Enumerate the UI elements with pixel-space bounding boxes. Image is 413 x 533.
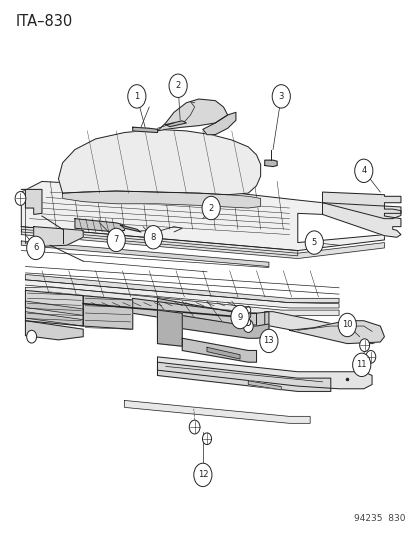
Polygon shape xyxy=(322,203,400,237)
Polygon shape xyxy=(206,348,240,359)
Polygon shape xyxy=(21,227,297,256)
Circle shape xyxy=(259,329,277,353)
Circle shape xyxy=(202,433,211,445)
Text: 2: 2 xyxy=(208,204,213,213)
Polygon shape xyxy=(25,321,83,340)
Polygon shape xyxy=(133,127,157,133)
Polygon shape xyxy=(124,400,309,423)
Circle shape xyxy=(128,85,145,108)
Polygon shape xyxy=(21,189,42,214)
Text: 7: 7 xyxy=(113,236,119,245)
Polygon shape xyxy=(157,298,256,325)
Polygon shape xyxy=(165,121,186,127)
Text: 3: 3 xyxy=(278,92,283,101)
Polygon shape xyxy=(289,321,384,344)
Polygon shape xyxy=(25,290,83,326)
Polygon shape xyxy=(202,112,235,135)
Text: 94235  830: 94235 830 xyxy=(353,514,404,523)
Polygon shape xyxy=(33,227,83,246)
Text: 6: 6 xyxy=(33,244,38,253)
Circle shape xyxy=(271,85,290,108)
Circle shape xyxy=(26,330,36,343)
Polygon shape xyxy=(264,312,380,344)
Text: 8: 8 xyxy=(150,233,156,242)
Circle shape xyxy=(107,228,125,252)
Polygon shape xyxy=(25,312,83,326)
Text: 5: 5 xyxy=(311,238,316,247)
Circle shape xyxy=(245,307,250,313)
Circle shape xyxy=(243,320,253,333)
Circle shape xyxy=(365,351,375,364)
Polygon shape xyxy=(264,160,276,166)
Circle shape xyxy=(144,225,162,249)
Polygon shape xyxy=(157,362,330,391)
Circle shape xyxy=(304,231,323,254)
Text: 13: 13 xyxy=(263,336,273,345)
Circle shape xyxy=(337,313,356,337)
Polygon shape xyxy=(322,192,400,219)
Circle shape xyxy=(354,159,372,182)
Circle shape xyxy=(359,339,369,352)
Text: 12: 12 xyxy=(197,471,208,479)
Polygon shape xyxy=(25,280,338,308)
Polygon shape xyxy=(21,241,268,266)
Text: 1: 1 xyxy=(134,92,139,101)
Circle shape xyxy=(245,312,250,319)
Circle shape xyxy=(202,196,220,220)
Circle shape xyxy=(169,74,187,98)
Polygon shape xyxy=(157,310,182,346)
Circle shape xyxy=(26,236,45,260)
Polygon shape xyxy=(58,130,260,195)
Polygon shape xyxy=(21,181,384,251)
Polygon shape xyxy=(157,99,227,131)
Circle shape xyxy=(352,353,370,376)
Polygon shape xyxy=(157,357,371,389)
Circle shape xyxy=(193,463,211,487)
Text: ITA–830: ITA–830 xyxy=(15,14,72,29)
Polygon shape xyxy=(21,229,384,259)
Polygon shape xyxy=(120,225,141,232)
Polygon shape xyxy=(157,312,268,338)
Polygon shape xyxy=(248,381,280,390)
Circle shape xyxy=(230,305,249,329)
Circle shape xyxy=(15,191,26,205)
Polygon shape xyxy=(25,274,338,303)
Text: 2: 2 xyxy=(175,81,180,90)
Polygon shape xyxy=(182,338,256,362)
Polygon shape xyxy=(25,301,83,316)
Text: 11: 11 xyxy=(356,360,366,369)
Polygon shape xyxy=(62,191,260,208)
Text: 9: 9 xyxy=(237,312,242,321)
Polygon shape xyxy=(133,298,268,330)
Polygon shape xyxy=(75,219,124,232)
Text: 10: 10 xyxy=(341,320,352,329)
Circle shape xyxy=(245,319,250,326)
Polygon shape xyxy=(83,296,133,329)
Circle shape xyxy=(189,420,199,434)
Polygon shape xyxy=(25,287,338,316)
Text: 4: 4 xyxy=(360,166,366,175)
